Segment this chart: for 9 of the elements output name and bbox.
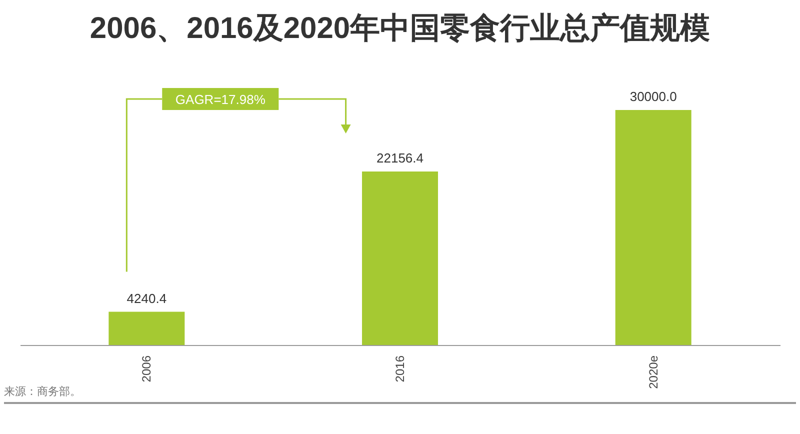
text: GAGR=17.98% [175, 92, 266, 107]
x-tick-label: 2016 [393, 355, 407, 382]
data-label: 22156.4 [376, 150, 424, 166]
x-tick-label: 2020e [646, 355, 660, 389]
data-label: 4240.4 [126, 290, 167, 306]
x-tick-label: 2006 [140, 355, 154, 382]
source-note: 来源：商务部。 [4, 386, 81, 398]
chart-title: 2006、2016及2020年中国零食行业总产值规模 [90, 12, 710, 45]
data-label: 30000.0 [630, 89, 677, 104]
